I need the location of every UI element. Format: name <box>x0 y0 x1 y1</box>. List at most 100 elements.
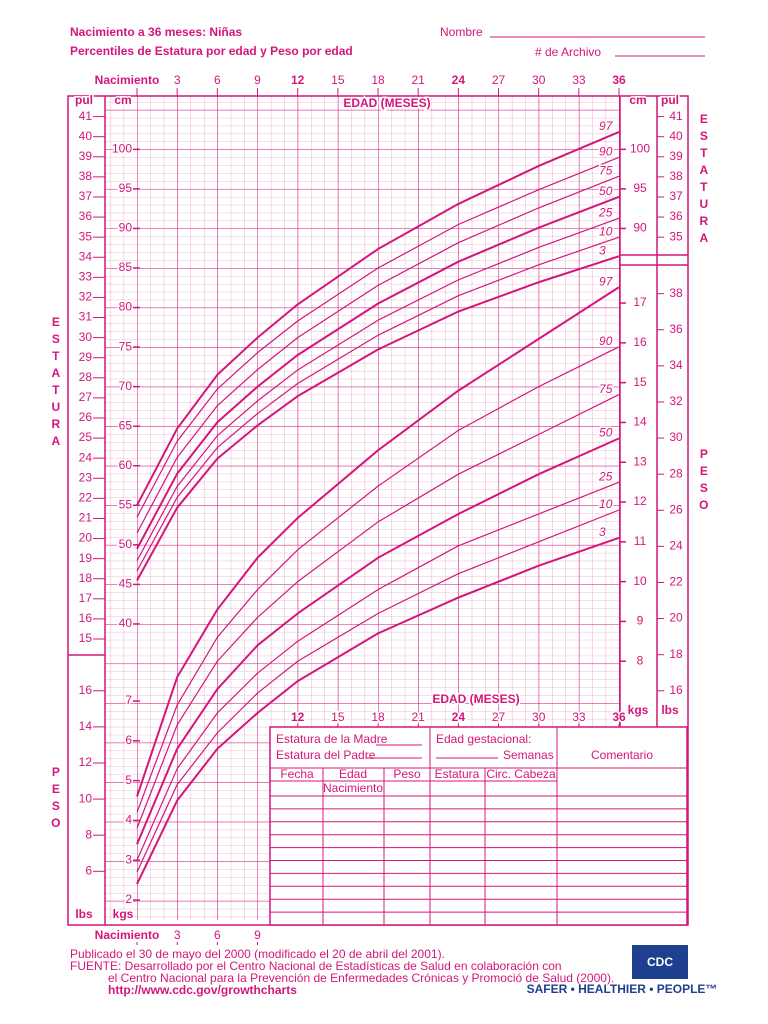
x-tick-label: 36 <box>612 710 626 724</box>
y2-tick-label: 37 <box>669 189 683 203</box>
footer: Publicado el 30 de mayo del 2000 (modifi… <box>70 945 717 997</box>
y2-tick-label: 12 <box>79 755 93 769</box>
x-tick-label: 30 <box>532 73 546 87</box>
y2-tick-label: 39 <box>79 149 93 163</box>
axis-unit: cm <box>114 93 131 107</box>
x-tick-label: Nacimiento <box>95 73 160 87</box>
percentile-label: 25 <box>598 205 613 219</box>
x-tick-label: 9 <box>254 73 261 87</box>
percentile-label: 25 <box>598 469 613 483</box>
percentile-curve <box>136 437 620 845</box>
x-tick-label: 27 <box>492 73 506 87</box>
y-tick-label: 6 <box>125 733 132 747</box>
percentile-curve <box>136 156 620 518</box>
y2-tick-label: 41 <box>669 109 683 123</box>
percentile-curve <box>136 255 620 581</box>
y2-tick-label: 32 <box>669 394 683 408</box>
y-tick-label: 5 <box>125 773 132 787</box>
y2-tick-label: 20 <box>79 531 93 545</box>
y2-tick-label: 36 <box>669 322 683 336</box>
y-tick-label: 75 <box>119 339 133 353</box>
percentile-curve <box>136 195 620 550</box>
y2-tick-label: 37 <box>79 189 93 203</box>
form-header: Nacimiento <box>323 781 383 795</box>
x-tick-label: 3 <box>174 928 181 942</box>
y2-tick-label: 40 <box>79 129 93 143</box>
y2-tick-label: 30 <box>669 430 683 444</box>
form-box <box>269 726 688 926</box>
x-tick-label: 24 <box>452 710 466 724</box>
x-tick-label: 30 <box>532 710 546 724</box>
percentile-curve <box>136 217 620 561</box>
y2-tick-label: 36 <box>669 209 683 223</box>
y2-tick-label: 23 <box>79 470 93 484</box>
y2-tick-label: 40 <box>669 129 683 143</box>
y-tick-label: 3 <box>125 852 132 866</box>
x-axis-title: EDAD (MESES) <box>343 96 430 110</box>
y-tick-label: 85 <box>119 260 133 274</box>
x-tick-label: Nacimiento <box>95 928 160 942</box>
footer-text: Publicado el 30 de mayo del 2000 (modifi… <box>70 947 445 961</box>
y2-tick-label: 15 <box>79 631 93 645</box>
y-tick-label: 90 <box>633 221 647 235</box>
y2-tick-label: 27 <box>79 390 93 404</box>
x-axis-title: EDAD (MESES) <box>432 692 519 706</box>
axis-unit: lbs <box>661 703 679 717</box>
curves <box>136 131 620 885</box>
x-tick-label: 6 <box>214 928 221 942</box>
y2-tick-label: 16 <box>669 683 683 697</box>
y2-tick-label: 21 <box>79 511 93 525</box>
form-label: Estatura del Padre <box>276 748 376 762</box>
y-tick-label: 40 <box>119 616 133 630</box>
field-label: # de Archivo <box>535 45 601 59</box>
y2-tick-label: 18 <box>79 571 93 585</box>
y-tick-label: 13 <box>633 454 647 468</box>
y-tick-label: 100 <box>630 142 650 156</box>
y-tick-label: 7 <box>125 693 132 707</box>
y2-tick-label: 16 <box>79 683 93 697</box>
form-label: Semanas <box>503 748 554 762</box>
percentile-curve <box>136 346 620 813</box>
x-tick-label: 18 <box>371 73 385 87</box>
y-tick-label: 55 <box>119 497 133 511</box>
y2-tick-label: 6 <box>85 863 92 877</box>
y2-tick-label: 10 <box>79 791 93 805</box>
y-tick-label: 65 <box>119 418 133 432</box>
percentile-curve <box>136 131 620 506</box>
y2-tick-label: 24 <box>669 539 683 553</box>
y-tick-label: 4 <box>125 813 132 827</box>
subtitle: Percentiles de Estatura por edad y Peso … <box>70 44 353 58</box>
percentile-curve <box>136 236 620 572</box>
x-tick-label: 12 <box>291 73 305 87</box>
logo: CDC <box>647 955 673 969</box>
axis-unit: kgs <box>628 703 649 717</box>
side-title: PESO <box>49 765 63 833</box>
axis-unit: lbs <box>75 907 93 921</box>
y2-tick-label: 41 <box>79 109 93 123</box>
y2-tick-label: 38 <box>669 286 683 300</box>
percentile-label: 50 <box>599 426 613 440</box>
y-tick-label: 14 <box>633 415 647 429</box>
form-header: Circ. Cabeza <box>486 767 556 781</box>
x-tick-label: 24 <box>452 73 466 87</box>
side-title: ESTATURA <box>697 112 711 248</box>
y2-tick-label: 30 <box>79 330 93 344</box>
y-tick-label: 15 <box>633 375 647 389</box>
x-tick-label: 33 <box>572 73 586 87</box>
y2-tick-label: 16 <box>79 611 93 625</box>
percentile-label: 97 <box>599 274 614 288</box>
y2-tick-label: 28 <box>79 370 93 384</box>
form-label: Estatura de la Madre <box>276 732 388 746</box>
x-tick-label: 12 <box>291 710 305 724</box>
y-tick-label: 2 <box>125 892 132 906</box>
form: Estatura de la Madre Estatura del Padre … <box>269 726 688 926</box>
x-tick-label: 21 <box>412 73 426 87</box>
y2-tick-label: 33 <box>79 270 93 284</box>
percentile-curve <box>136 509 620 873</box>
y-tick-label: 95 <box>119 181 133 195</box>
y2-tick-label: 28 <box>669 466 683 480</box>
y-tick-label: 17 <box>633 295 647 309</box>
side-title: ESTATURA <box>49 315 63 451</box>
percentile-label: 90 <box>599 334 613 348</box>
